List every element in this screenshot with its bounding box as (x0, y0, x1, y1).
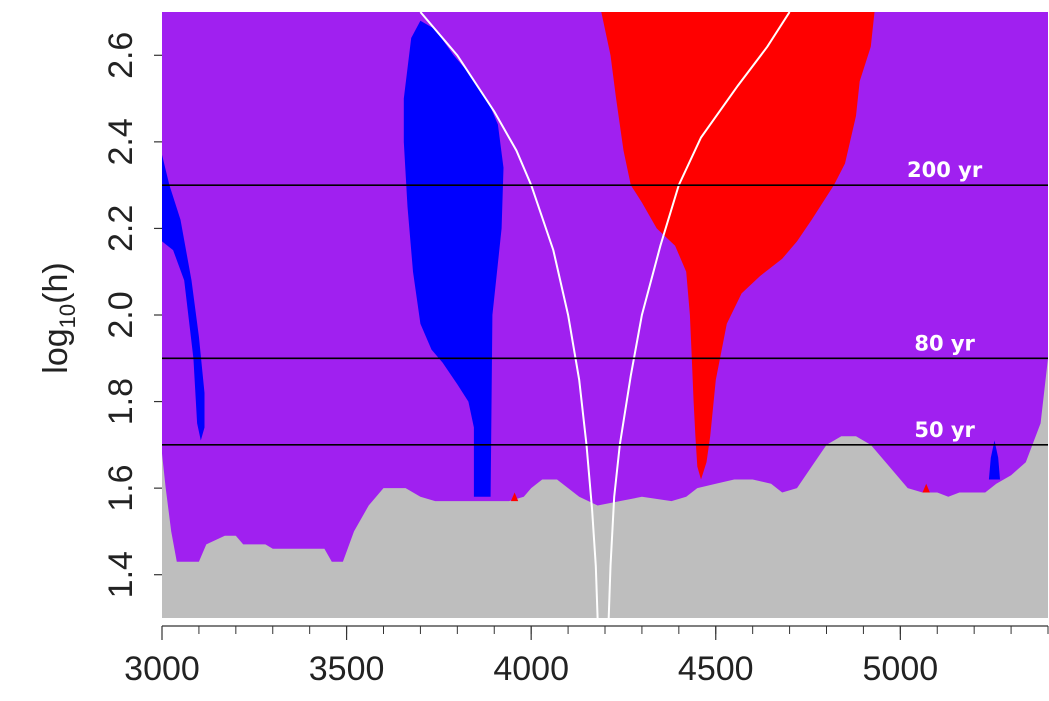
threshold-label: 200 yr (907, 158, 983, 182)
threshold-label: 50 yr (914, 418, 975, 442)
y-tick-label: 2.0 (102, 291, 140, 338)
blue-region (403, 20, 504, 497)
red-region (922, 483, 930, 493)
threshold-lines: 200 yr 80 yr 50 yr (162, 158, 1048, 446)
y-tick-label: 1.6 (102, 464, 140, 511)
x-tick-label: 3500 (309, 650, 385, 688)
y-axis-title-base: log (37, 328, 75, 373)
x-tick-label: 4500 (678, 650, 754, 688)
y-tick-label: 1.8 (102, 378, 140, 425)
blue-region (162, 154, 205, 441)
y-tick-label: 2.2 (102, 205, 140, 252)
red-region (510, 492, 519, 502)
gray-floor-region (162, 358, 1048, 618)
y-tick-label: 1.4 (102, 551, 140, 598)
white-curve (607, 12, 791, 618)
white-curve (419, 12, 599, 618)
x-tick-label: 5000 (863, 650, 939, 688)
y-tick-label: 2.4 (102, 118, 140, 165)
y-axis: 1.4 1.6 1.8 2.0 2.2 2.4 2.6 (102, 32, 162, 598)
red-region (601, 12, 875, 480)
threshold-label: 80 yr (914, 331, 975, 355)
x-tick-label: 4000 (493, 650, 569, 688)
plot-area (162, 12, 1048, 618)
y-axis-title-subscript: 10 (55, 304, 80, 328)
x-tick-label: 3000 (124, 650, 200, 688)
y-tick-label: 2.6 (102, 32, 140, 79)
blue-region (988, 440, 1000, 480)
y-axis-title-tail: (h) (37, 262, 75, 304)
y-axis-title: log10(h) (37, 262, 80, 373)
x-axis: 3000 3500 4000 4500 5000 (124, 625, 1049, 688)
